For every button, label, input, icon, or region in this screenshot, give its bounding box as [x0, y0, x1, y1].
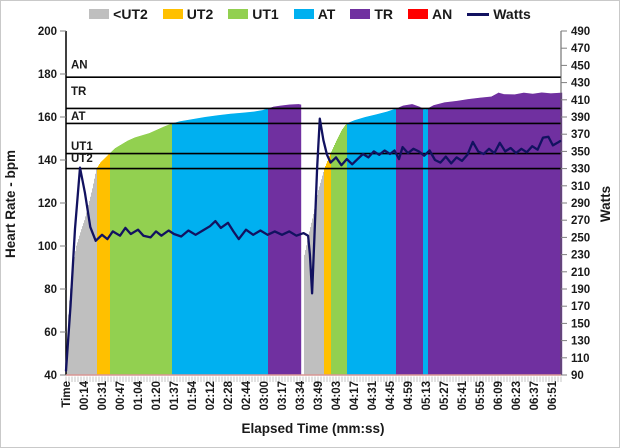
legend-color-swatch — [408, 9, 428, 19]
svg-text:350: 350 — [571, 146, 590, 158]
x-tick-label: 05:13 — [421, 381, 433, 410]
zone-label-ut2: UT2 — [71, 153, 93, 165]
hr-area — [66, 92, 563, 376]
svg-text:130: 130 — [571, 336, 590, 348]
legend-item-an: AN — [408, 6, 452, 22]
x-tick-label: 00:47 — [115, 381, 127, 410]
zone-label-at: AT — [71, 111, 85, 123]
x-tick-label: 04:17 — [349, 381, 361, 410]
svg-text:200: 200 — [38, 26, 57, 38]
svg-text:170: 170 — [571, 301, 590, 313]
x-tick-label: 06:37 — [529, 381, 541, 410]
x-tick-label: 04:31 — [367, 380, 379, 410]
x-tick-label: 04:03 — [331, 381, 343, 410]
legend-label: AN — [432, 6, 453, 22]
x-tick-label: 01:54 — [187, 380, 199, 410]
svg-text:160: 160 — [38, 112, 57, 124]
x-tick-label: 00:14 — [79, 380, 91, 410]
legend: <UT2 UT2 UT1 AT TR AN Watts — [1, 6, 619, 22]
legend-color-swatch — [162, 9, 183, 19]
svg-text:190: 190 — [571, 284, 590, 296]
svg-text:310: 310 — [571, 181, 590, 193]
x-tick-label: 06:51 — [547, 380, 559, 410]
x-tick-label: 00:31 — [97, 380, 109, 410]
x-tick-label: 03:17 — [277, 381, 289, 410]
left-axis: 40 60 80 100 120 140 160 180 200 — [38, 26, 67, 382]
zone-label-tr: TR — [71, 86, 87, 98]
legend-color-swatch — [228, 9, 249, 19]
svg-text:100: 100 — [38, 241, 57, 253]
x-tick-label: 04:59 — [403, 381, 415, 410]
legend-color-swatch — [293, 9, 314, 19]
svg-text:390: 390 — [571, 112, 590, 124]
x-tick-label: 02:12 — [205, 381, 217, 410]
watts-line — [64, 117, 562, 372]
svg-text:110: 110 — [571, 353, 590, 365]
legend-label: UT1 — [252, 6, 279, 22]
x-tick-label: 01:04 — [133, 380, 145, 410]
x-tick-label: 02:44 — [241, 380, 253, 410]
x-tick-labels: Time 00:14 00:31 00:47 01:04 01:20 01:37 01:54 0… — [61, 380, 559, 410]
legend-label: UT2 — [186, 6, 214, 22]
x-tick-label: 02:28 — [223, 380, 235, 410]
x-tick-label: 03:00 — [259, 381, 271, 410]
svg-text:60: 60 — [44, 327, 57, 339]
legend-item-watts: Watts — [467, 6, 531, 22]
legend-color-swatch — [350, 9, 371, 19]
right-axis: 90 110 130 150 170 190 210 230 250 270 290 310 330 35… — [560, 26, 590, 382]
legend-label: TR — [374, 6, 393, 22]
x-axis-title: Elapsed Time (mm:ss) — [241, 421, 384, 436]
x-tick-label: 06:09 — [493, 381, 505, 410]
svg-text:330: 330 — [571, 164, 590, 176]
x-tick-label: 05:55 — [475, 380, 487, 410]
svg-text:490: 490 — [571, 26, 590, 38]
svg-text:270: 270 — [571, 215, 590, 227]
svg-text:140: 140 — [38, 155, 57, 167]
legend-item-lt-ut2: <UT2 — [89, 6, 148, 22]
legend-line-swatch — [467, 12, 490, 16]
right-axis-title: Watts — [598, 186, 613, 222]
svg-text:430: 430 — [571, 78, 590, 90]
svg-text:120: 120 — [38, 198, 57, 210]
svg-text:450: 450 — [571, 60, 590, 72]
svg-text:80: 80 — [44, 284, 57, 296]
x-tick-label: Time — [61, 381, 73, 408]
zone-lines — [66, 76, 561, 170]
svg-text:90: 90 — [571, 370, 584, 382]
legend-color-swatch — [89, 9, 110, 19]
x-tick-label: 03:34 — [295, 380, 307, 410]
x-axis — [65, 374, 562, 382]
svg-text:470: 470 — [571, 43, 590, 55]
svg-text:250: 250 — [571, 232, 590, 244]
legend-item-at: AT — [293, 6, 336, 22]
legend-label: Watts — [493, 6, 531, 22]
x-tick-label: 05:27 — [439, 381, 451, 410]
svg-text:410: 410 — [571, 95, 590, 107]
svg-text:290: 290 — [571, 198, 590, 210]
svg-text:150: 150 — [571, 318, 590, 330]
zone-label-ut1: UT1 — [71, 141, 93, 153]
svg-text:40: 40 — [44, 370, 57, 382]
x-tick-label: 04:45 — [385, 380, 397, 410]
x-tick-label: 03:49 — [313, 381, 325, 410]
legend-item-tr: TR — [350, 6, 393, 22]
zone-label-an: AN — [71, 59, 88, 71]
legend-label: AT — [317, 6, 336, 22]
svg-text:370: 370 — [571, 129, 590, 141]
left-axis-title: Heart Rate - bpm — [3, 150, 18, 258]
svg-text:230: 230 — [571, 250, 590, 262]
svg-text:210: 210 — [571, 267, 590, 279]
x-tick-label: 05:41 — [457, 380, 469, 410]
svg-text:180: 180 — [38, 69, 57, 81]
x-tick-label: 06:23 — [511, 381, 523, 410]
legend-label: <UT2 — [113, 6, 148, 22]
x-tick-label: 01:37 — [169, 381, 181, 410]
x-tick-label: 01:20 — [151, 381, 163, 410]
legend-item-ut1: UT1 — [228, 6, 279, 22]
legend-item-ut2: UT2 — [162, 6, 214, 22]
